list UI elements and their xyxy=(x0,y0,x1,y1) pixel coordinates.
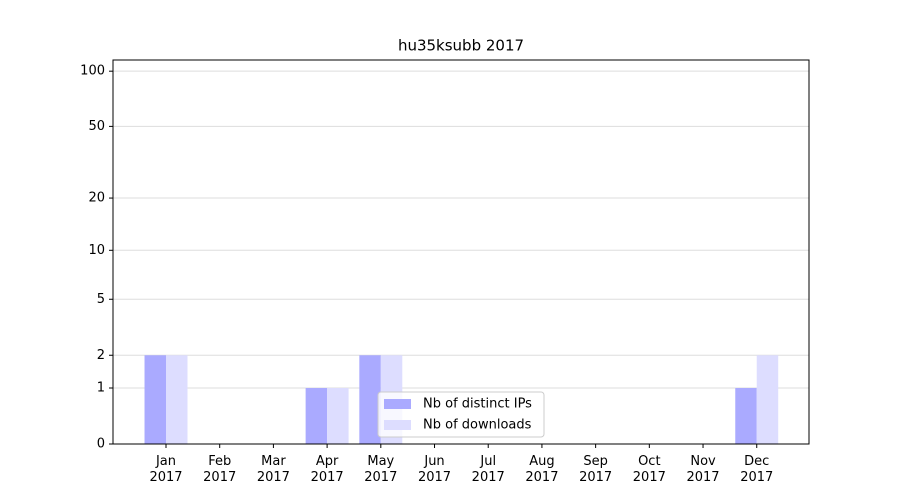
x-tick-label: Aug 2017 xyxy=(525,454,558,485)
x-tick-label: Jul 2017 xyxy=(472,454,505,485)
y-tick-label: 2 xyxy=(97,348,105,363)
x-tick-label: Apr 2017 xyxy=(311,454,344,485)
chart-title: hu35ksubb 2017 xyxy=(398,37,524,55)
bar xyxy=(166,355,188,444)
y-tick-label: 1 xyxy=(97,381,105,396)
y-tick-label: 20 xyxy=(88,191,105,206)
y-tick-label: 100 xyxy=(80,64,105,79)
y-tick-label: 5 xyxy=(97,292,105,307)
bar xyxy=(359,355,381,444)
legend-swatch xyxy=(384,399,411,409)
bar xyxy=(735,388,757,444)
bar xyxy=(756,355,779,444)
x-tick-label: Oct 2017 xyxy=(633,454,666,485)
legend-label: Nb of distinct IPs xyxy=(423,397,532,412)
x-tick-label: Jun 2017 xyxy=(418,454,451,485)
x-tick-label: Mar 2017 xyxy=(257,454,290,485)
bar xyxy=(327,388,349,444)
x-tick-label: Sep 2017 xyxy=(579,454,612,485)
x-tick-label: Nov 2017 xyxy=(686,454,719,485)
x-tick-label: Jan 2017 xyxy=(149,454,182,485)
legend-swatch xyxy=(384,420,411,430)
y-tick-label: 10 xyxy=(88,243,105,258)
y-tick-label: 50 xyxy=(88,119,105,134)
y-tick-label: 0 xyxy=(97,437,105,452)
bar xyxy=(144,355,166,444)
x-tick-label: Feb 2017 xyxy=(203,454,236,485)
legend-frame xyxy=(377,391,545,438)
legend-label: Nb of downloads xyxy=(423,418,532,433)
plot-frame xyxy=(112,59,810,445)
x-tick-label: May 2017 xyxy=(364,454,397,485)
x-tick-label: Dec 2017 xyxy=(740,454,773,485)
bar xyxy=(305,388,328,444)
